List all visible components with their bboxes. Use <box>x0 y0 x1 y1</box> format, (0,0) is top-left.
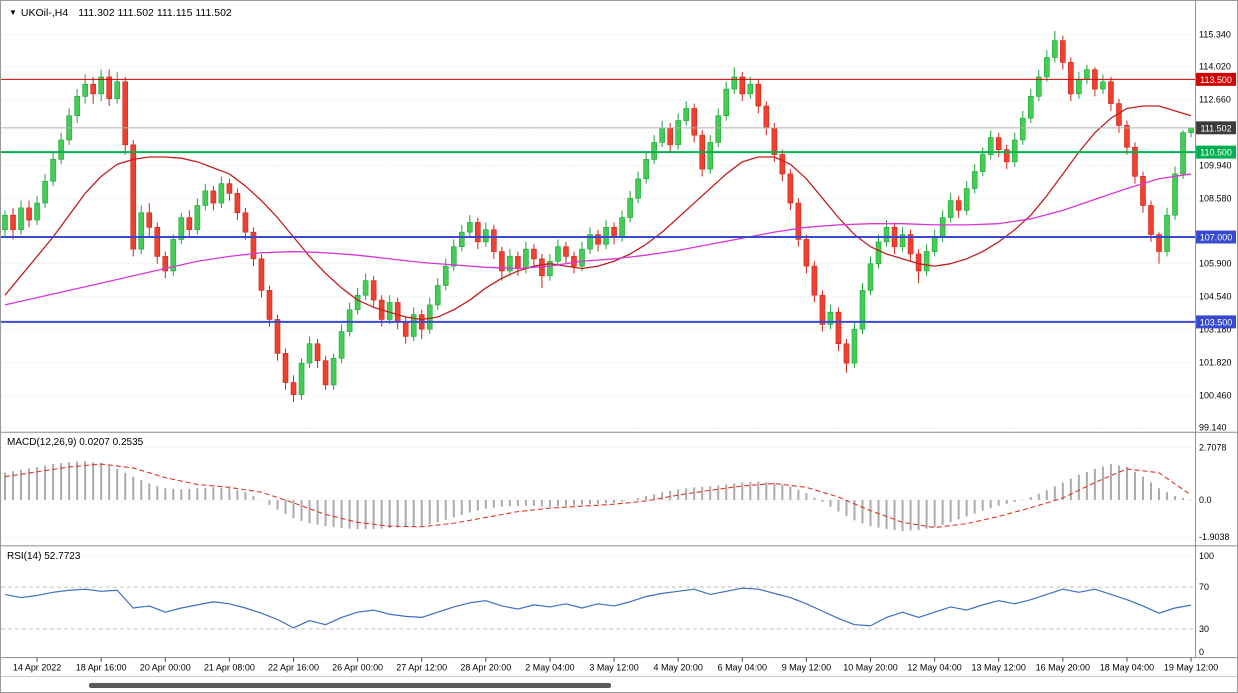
horizontal-scrollbar[interactable] <box>1 677 1237 692</box>
svg-text:108.580: 108.580 <box>1199 194 1231 204</box>
rsi-indicator-label: RSI(14) 52.7723 <box>7 551 81 562</box>
svg-text:28 Apr 20:00: 28 Apr 20:00 <box>460 663 511 673</box>
svg-text:-1.9038: -1.9038 <box>1199 532 1229 542</box>
time-axis[interactable]: 14 Apr 2022 18 Apr 16:00 20 Apr 00:00 21 Ap… <box>13 657 1218 673</box>
svg-text:26 Apr 00:00: 26 Apr 00:00 <box>332 663 383 673</box>
ohlc-values-label: 111.302 111.502 111.115 111.502 <box>78 7 232 19</box>
horizontal-scrollbar-thumb[interactable] <box>89 683 611 688</box>
svg-text:21 Apr 08:00: 21 Apr 08:00 <box>204 663 255 673</box>
svg-text:100: 100 <box>1199 551 1214 561</box>
macd-signal-line <box>4 463 1192 529</box>
rsi-axis[interactable]: 100 70 30 0 <box>1199 551 1214 657</box>
svg-text:110.500: 110.500 <box>1200 148 1232 158</box>
panel-separators <box>1 1 1237 678</box>
svg-text:27 Apr 12:00: 27 Apr 12:00 <box>396 663 447 673</box>
svg-text:18 May 04:00: 18 May 04:00 <box>1100 663 1154 673</box>
chart-header: ▼ UKOil-,H4 111.302 111.502 111.115 111.50… <box>9 7 232 19</box>
svg-text:103.180: 103.180 <box>1199 325 1231 335</box>
support-resistance-lines <box>1 78 1196 323</box>
rsi-line <box>4 587 1192 629</box>
ma-red-line <box>4 105 1192 321</box>
svg-text:104.540: 104.540 <box>1199 292 1231 302</box>
svg-text:4 May 20:00: 4 May 20:00 <box>653 663 702 673</box>
price-level-badge: 110.500 <box>1196 145 1237 159</box>
ma-magenta-line <box>4 173 1192 306</box>
rsi-gridlines <box>1 555 1196 630</box>
svg-text:10 May 20:00: 10 May 20:00 <box>843 663 897 673</box>
price-level-badge: 113.500 <box>1196 72 1237 86</box>
svg-text:18 Apr 16:00: 18 Apr 16:00 <box>76 663 127 673</box>
svg-text:113.500: 113.500 <box>1200 75 1232 85</box>
candlesticks <box>2 30 1194 402</box>
svg-text:0.0: 0.0 <box>1199 495 1211 505</box>
macd-gridlines <box>1 446 1196 538</box>
svg-text:109.940: 109.940 <box>1199 161 1231 171</box>
svg-text:0: 0 <box>1199 647 1204 657</box>
macd-indicator-label: MACD(12,26,9) 0.0207 0.2535 <box>7 437 144 448</box>
macd-axis[interactable]: 2.7078 0.0 -1.9038 <box>1199 442 1229 542</box>
svg-text:9 May 12:00: 9 May 12:00 <box>782 663 831 673</box>
price-level-badge: 107.000 <box>1196 230 1237 244</box>
svg-text:100.460: 100.460 <box>1199 391 1231 401</box>
svg-text:13 May 12:00: 13 May 12:00 <box>972 663 1026 673</box>
svg-text:20 Apr 00:00: 20 Apr 00:00 <box>140 663 191 673</box>
symbol-marker-icon: ▼ <box>9 8 17 17</box>
price-gridlines <box>1 34 1196 429</box>
svg-text:2.7078: 2.7078 <box>1199 442 1226 452</box>
svg-text:103.500: 103.500 <box>1200 317 1232 327</box>
symbol-timeframe-label: UKOil-,H4 <box>20 7 69 19</box>
svg-text:105.900: 105.900 <box>1199 259 1231 269</box>
svg-text:16 May 20:00: 16 May 20:00 <box>1036 663 1090 673</box>
price-axis[interactable]: 115.340 114.020 112.660 109.940 108.580 105.9… <box>1199 30 1231 433</box>
svg-text:14 Apr 2022: 14 Apr 2022 <box>13 663 61 673</box>
svg-text:12 May 04:00: 12 May 04:00 <box>907 663 961 673</box>
svg-text:111.502: 111.502 <box>1200 123 1231 133</box>
svg-text:2 May 04:00: 2 May 04:00 <box>525 663 574 673</box>
svg-text:107.000: 107.000 <box>1200 233 1232 243</box>
svg-text:101.820: 101.820 <box>1199 358 1231 368</box>
svg-text:114.020: 114.020 <box>1199 62 1231 72</box>
price-level-badge: 103.500 <box>1196 315 1237 329</box>
svg-text:115.340: 115.340 <box>1199 30 1231 40</box>
svg-text:6 May 04:00: 6 May 04:00 <box>718 663 767 673</box>
current-price-badge: 111.502 <box>1196 121 1237 135</box>
svg-text:3 May 12:00: 3 May 12:00 <box>589 663 638 673</box>
svg-text:19 May 12:00: 19 May 12:00 <box>1164 663 1218 673</box>
svg-text:112.660: 112.660 <box>1199 95 1231 105</box>
macd-histogram <box>4 461 1193 532</box>
svg-text:99.140: 99.140 <box>1199 423 1226 433</box>
svg-text:30: 30 <box>1199 624 1209 634</box>
svg-text:22 Apr 16:00: 22 Apr 16:00 <box>268 663 319 673</box>
svg-text:70: 70 <box>1199 582 1209 592</box>
